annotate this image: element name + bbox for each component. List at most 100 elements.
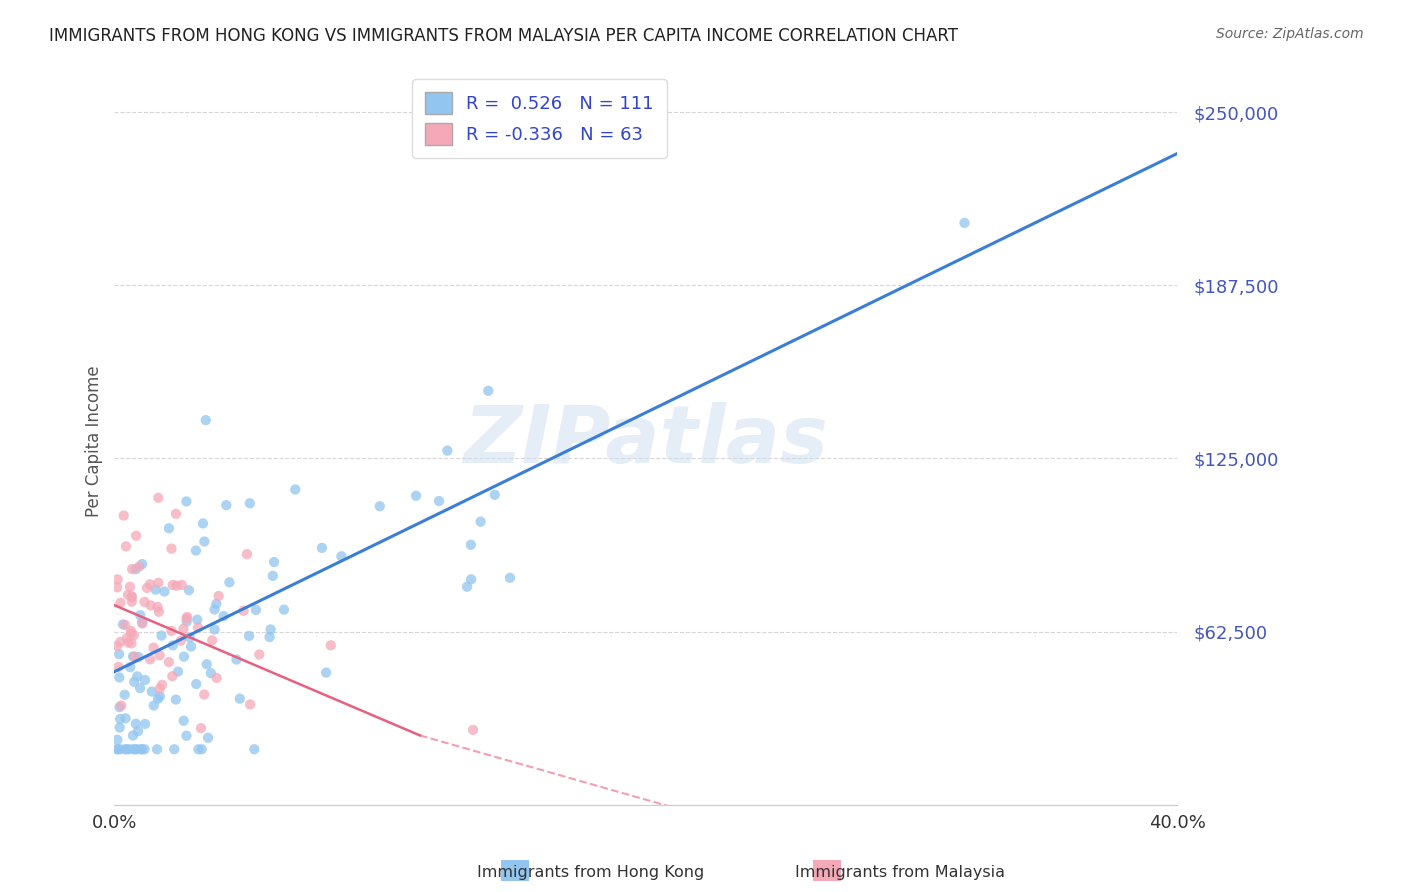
Point	[190, 742, 212, 756]
Point	[121, 590, 143, 604]
Point	[149, 648, 172, 663]
Point	[232, 604, 254, 618]
Point	[460, 572, 482, 586]
Point	[121, 636, 143, 650]
Point	[134, 673, 156, 687]
Point	[112, 508, 135, 523]
Point	[273, 602, 295, 616]
Point	[427, 494, 450, 508]
Point	[142, 698, 165, 713]
Point	[477, 384, 499, 398]
Point	[179, 631, 201, 645]
Point	[139, 577, 162, 591]
Point	[131, 557, 153, 571]
Point	[129, 681, 152, 695]
Point	[141, 684, 163, 698]
Point	[134, 717, 156, 731]
Point	[115, 742, 138, 756]
Point	[245, 603, 267, 617]
Point	[122, 742, 145, 756]
Point	[117, 588, 139, 602]
Point	[173, 649, 195, 664]
Point	[191, 516, 214, 531]
Point	[149, 690, 172, 704]
Point	[187, 620, 209, 634]
Point	[139, 652, 162, 666]
Point	[173, 714, 195, 728]
Point	[263, 555, 285, 569]
Point	[128, 559, 150, 574]
Point	[205, 597, 228, 611]
Point	[262, 569, 284, 583]
Point	[118, 742, 141, 756]
Point	[456, 580, 478, 594]
Point	[122, 628, 145, 642]
Point	[114, 711, 136, 725]
Point	[195, 657, 218, 672]
Point	[157, 521, 180, 535]
Point	[107, 660, 129, 674]
Point	[205, 671, 228, 685]
Point	[330, 549, 353, 564]
Point	[167, 665, 190, 679]
Point	[162, 578, 184, 592]
Point	[127, 650, 149, 665]
Point	[127, 669, 149, 683]
Point	[212, 609, 235, 624]
Point	[148, 491, 170, 505]
Point	[146, 742, 169, 756]
Point	[239, 496, 262, 510]
Point	[110, 635, 132, 649]
Point	[117, 635, 139, 649]
Point	[259, 630, 281, 644]
Point	[110, 698, 132, 713]
Point	[160, 624, 183, 638]
Point	[176, 494, 198, 508]
Point	[114, 618, 136, 632]
Point	[204, 602, 226, 616]
Text: Source: ZipAtlas.com: Source: ZipAtlas.com	[1216, 27, 1364, 41]
Point	[436, 443, 458, 458]
Point	[121, 562, 143, 576]
Point	[405, 489, 427, 503]
Point	[180, 640, 202, 654]
Point	[148, 605, 170, 619]
Point	[105, 639, 128, 653]
Point	[197, 731, 219, 745]
Point	[319, 638, 342, 652]
Point	[125, 742, 148, 756]
Point	[146, 691, 169, 706]
Point	[124, 742, 146, 756]
Point	[165, 692, 187, 706]
Point	[139, 599, 162, 613]
Point	[118, 580, 141, 594]
Text: IMMIGRANTS FROM HONG KONG VS IMMIGRANTS FROM MALAYSIA PER CAPITA INCOME CORRELAT: IMMIGRANTS FROM HONG KONG VS IMMIGRANTS …	[49, 27, 959, 45]
Point	[148, 575, 170, 590]
Point	[239, 698, 262, 712]
Point	[124, 649, 146, 664]
Point	[218, 575, 240, 590]
Point	[105, 732, 128, 747]
Point	[142, 640, 165, 655]
Point	[149, 681, 172, 696]
Point	[153, 584, 176, 599]
Point	[460, 538, 482, 552]
Point	[225, 652, 247, 666]
Point	[150, 629, 173, 643]
Point	[127, 724, 149, 739]
Point	[193, 688, 215, 702]
Point	[122, 729, 145, 743]
Point	[176, 615, 198, 629]
Point	[110, 596, 132, 610]
Legend: R =  0.526   N = 111, R = -0.336   N = 63: R = 0.526 N = 111, R = -0.336 N = 63	[412, 79, 666, 158]
Point	[368, 500, 391, 514]
Point	[215, 498, 238, 512]
Point	[125, 562, 148, 576]
Point	[122, 649, 145, 664]
Point	[170, 578, 193, 592]
Point	[121, 591, 143, 605]
Point	[108, 670, 131, 684]
Point	[114, 688, 136, 702]
Point	[176, 611, 198, 625]
Point	[131, 615, 153, 630]
